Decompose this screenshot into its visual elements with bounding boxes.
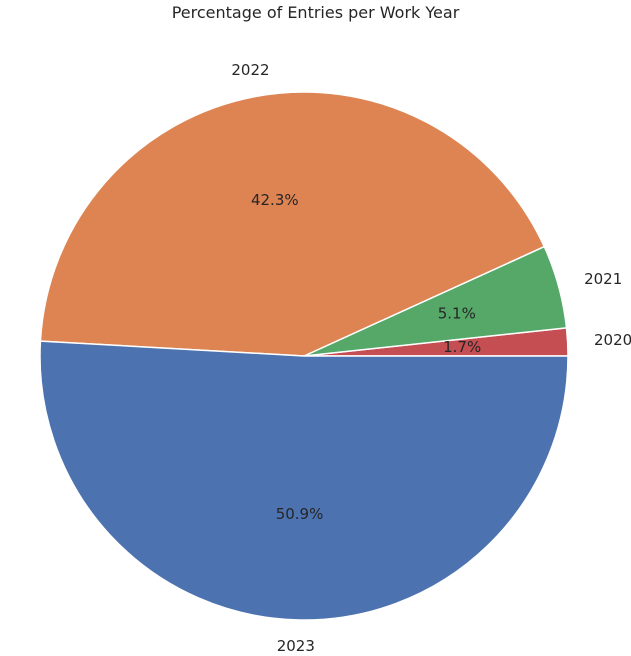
- percent-label-2023: 50.9%: [276, 505, 324, 523]
- pie-labels: 2020 1.7% 2021 5.1% 2022 42.3% 2023 50.9%: [231, 61, 631, 655]
- chart-title: Percentage of Entries per Work Year: [171, 3, 460, 22]
- slice-label-2021: 2021: [584, 270, 622, 288]
- percent-label-2021: 5.1%: [438, 305, 476, 323]
- pie-slice-2022: [39, 91, 546, 357]
- percent-label-2022: 42.3%: [251, 191, 299, 209]
- pie-slice-2023: [39, 340, 569, 621]
- slice-label-2022: 2022: [231, 61, 269, 79]
- slice-label-2020: 2020: [594, 331, 631, 349]
- percent-label-2020: 1.7%: [443, 338, 481, 356]
- pie-slices: [39, 91, 569, 621]
- slice-label-2023: 2023: [277, 637, 315, 655]
